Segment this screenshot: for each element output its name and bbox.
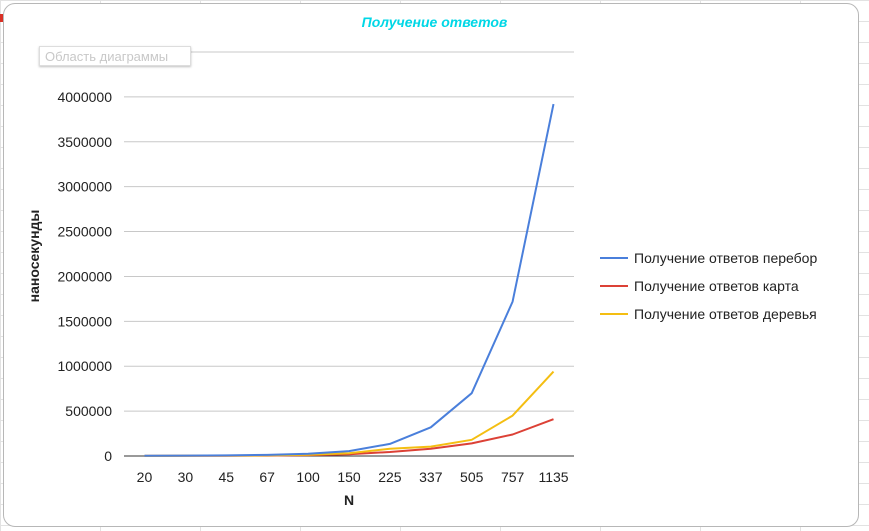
chart-container[interactable] — [3, 3, 859, 527]
x-tick-label: 45 — [218, 469, 234, 485]
legend-item: Получение ответов карта — [600, 272, 817, 300]
legend-swatch — [600, 313, 628, 315]
x-tick-label: 150 — [337, 469, 361, 485]
legend-item: Получение ответов перебор — [600, 244, 817, 272]
chart-area-tooltip: Область диаграммы — [39, 46, 191, 66]
y-tick-label: 2500000 — [57, 224, 112, 240]
y-tick-label: 3500000 — [57, 134, 112, 150]
chart-legend: Получение ответов перебор Получение ответ… — [600, 244, 817, 328]
x-tick-label: 505 — [460, 469, 484, 485]
series-line — [144, 370, 555, 457]
x-tick-label: 20 — [137, 469, 153, 485]
legend-label: Получение ответов перебор — [634, 250, 818, 266]
y-tick-label: 3000000 — [57, 179, 112, 195]
y-tick-label: 2000000 — [57, 268, 112, 284]
x-tick-label: 67 — [259, 469, 275, 485]
y-axis-title: наносекунды — [26, 210, 42, 303]
legend-item: Получение ответов деревья — [600, 300, 817, 328]
x-tick-label: 225 — [378, 469, 402, 485]
y-tick-label: 500000 — [65, 403, 112, 419]
x-tick-label: 1135 — [538, 469, 568, 485]
series-line — [144, 103, 555, 457]
chart-title: Получение ответов — [361, 14, 508, 30]
legend-label: Получение ответов карта — [634, 278, 799, 294]
cell-marker — [0, 14, 3, 22]
x-tick-label: 757 — [501, 469, 525, 485]
x-axis-title: N — [344, 492, 354, 508]
x-tick-label: 30 — [178, 469, 194, 485]
y-tick-label: 0 — [104, 448, 112, 464]
y-tick-label: 4000000 — [57, 89, 112, 105]
legend-label: Получение ответов деревья — [634, 306, 817, 322]
y-tick-label: 1500000 — [57, 313, 112, 329]
legend-swatch — [600, 257, 628, 259]
x-tick-label: 100 — [296, 469, 320, 485]
x-tick-label: 337 — [419, 469, 443, 485]
legend-swatch — [600, 285, 628, 287]
y-tick-label: 1000000 — [57, 358, 112, 374]
